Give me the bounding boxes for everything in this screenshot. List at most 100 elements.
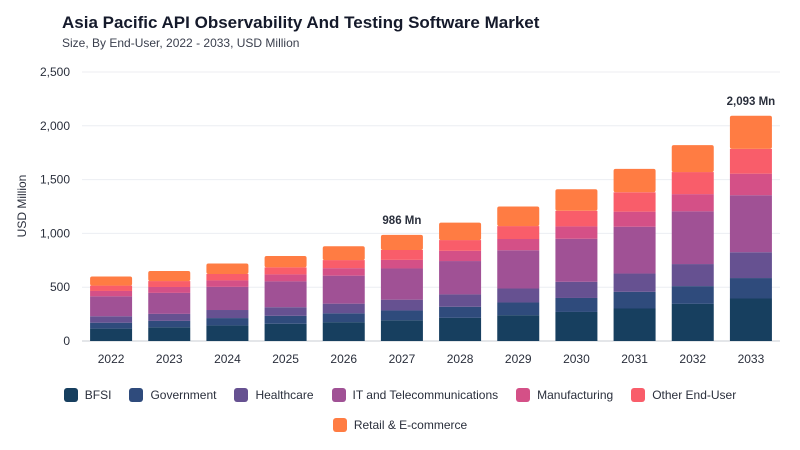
bar-segment-bfsi — [264, 323, 307, 341]
bar-segment-healthcare — [613, 273, 656, 292]
bar-segment-healthcare — [264, 307, 307, 316]
chart-legend: BFSI Government Healthcare IT and Telecommu… — [0, 380, 800, 440]
bar-segment-manufacturing — [148, 286, 191, 293]
bar-segment-bfsi — [497, 315, 540, 341]
y-tick-label: 0 — [63, 334, 70, 348]
bar-segment-manufacturing — [264, 274, 307, 282]
bar-segment-retail-e-commerce — [264, 255, 307, 268]
legend-label: Manufacturing — [537, 388, 614, 402]
bar-segment-government — [148, 320, 191, 328]
bar-segment-other-end-user — [90, 285, 133, 291]
bar-segment-retail-e-commerce — [439, 222, 482, 241]
bar-segment-retail-e-commerce — [555, 189, 598, 211]
x-tick-label: 2028 — [447, 352, 474, 366]
legend-item: Healthcare — [234, 388, 314, 402]
bar-segment-other-end-user — [671, 172, 714, 195]
bar-segment-manufacturing — [90, 290, 133, 297]
bar-segment-retail-e-commerce — [148, 271, 191, 282]
y-tick-label: 500 — [50, 280, 70, 294]
legend-label: IT and Telecommunications — [352, 388, 499, 402]
bar-segment-healthcare — [497, 288, 540, 303]
label-layer: 0 500 1,000 1,500 2,000 2,500 2022 2023 2024 2025… — [40, 65, 775, 366]
bar-segment-manufacturing — [380, 259, 423, 269]
bar-segment-retail-e-commerce — [380, 234, 423, 250]
bar-segment-other-end-user — [555, 210, 598, 227]
bar-segment-government — [613, 291, 656, 309]
bar-segment-healthcare — [206, 310, 249, 319]
bar-segment-retail-e-commerce — [497, 206, 540, 227]
bar-segment-government — [497, 302, 540, 316]
x-tick-label: 2023 — [156, 352, 183, 366]
x-tick-label: 2030 — [563, 352, 590, 366]
x-tick-label: 2024 — [214, 352, 241, 366]
bar-segment-bfsi — [729, 298, 772, 341]
y-tick-label: 2,000 — [40, 119, 70, 133]
bar-segment-other-end-user — [148, 281, 191, 287]
legend-swatch — [331, 388, 346, 402]
legend-item: BFSI — [63, 388, 112, 402]
bar-segment-manufacturing — [322, 268, 365, 276]
bar-segment-retail-e-commerce — [613, 168, 656, 193]
bar-segment-it-and-telecommunications — [729, 195, 772, 253]
bar-segment-manufacturing — [613, 211, 656, 227]
bar-segment-bfsi — [148, 327, 191, 341]
bar-segment-manufacturing — [729, 173, 772, 196]
legend-item: Manufacturing — [516, 388, 613, 402]
legend-row: Retail & E-commerce — [0, 410, 800, 440]
x-tick-label: 2022 — [98, 352, 125, 366]
legend-label: Healthcare — [255, 388, 314, 402]
legend-item: Government — [129, 388, 216, 402]
y-tick-label: 1,000 — [40, 226, 70, 240]
bar-segment-manufacturing — [671, 194, 714, 212]
legend-item: Retail & E-commerce — [332, 418, 467, 432]
bar-segment-healthcare — [322, 303, 365, 314]
bar-segment-healthcare — [729, 252, 772, 279]
bar-segment-retail-e-commerce — [729, 115, 772, 149]
bar-segment-healthcare — [555, 281, 598, 298]
legend-label: Other End-User — [652, 388, 737, 402]
bar-segment-it-and-telecommunications — [380, 268, 423, 300]
bar-segment-healthcare — [439, 294, 482, 307]
bar-segment-government — [671, 286, 714, 304]
bar-segment-government — [90, 322, 133, 329]
bar-segment-it-and-telecommunications — [613, 226, 656, 274]
bar-segment-other-end-user — [264, 267, 307, 275]
bar-segment-government — [555, 297, 598, 312]
bar-segment-it-and-telecommunications — [671, 211, 714, 265]
legend-label: BFSI — [84, 388, 112, 402]
y-tick-label: 2,500 — [40, 65, 70, 79]
bar-segment-other-end-user — [439, 240, 482, 251]
bar-segment-government — [439, 306, 482, 318]
bar-segment-manufacturing — [497, 238, 540, 251]
y-axis-label: USD Million — [15, 175, 29, 238]
bar-segment-other-end-user — [613, 192, 656, 212]
legend-label: Government — [150, 388, 217, 402]
bar-segment-bfsi — [613, 308, 656, 341]
bar-segment-it-and-telecommunications — [497, 250, 540, 289]
bar-segment-other-end-user — [380, 249, 423, 260]
stacked-bar-chart: 0 500 1,000 1,500 2,000 2,500 2022 2023 2024 2025… — [15, 65, 780, 366]
bar-segment-bfsi — [380, 320, 423, 341]
legend-swatch — [129, 388, 144, 402]
bar-segment-retail-e-commerce — [90, 276, 133, 286]
bar-segment-it-and-telecommunications — [322, 275, 365, 304]
total-annotation: 2,093 Mn — [727, 96, 776, 108]
bar-segment-government — [729, 278, 772, 299]
bar-segment-bfsi — [90, 328, 133, 341]
bar-segment-government — [380, 310, 423, 321]
bar-segment-retail-e-commerce — [322, 246, 365, 261]
bar-segment-healthcare — [90, 316, 133, 323]
legend-item: IT and Telecommunications — [331, 388, 499, 402]
bar-segment-bfsi — [206, 325, 249, 341]
bar-segment-manufacturing — [555, 226, 598, 239]
x-tick-label: 2026 — [330, 352, 357, 366]
bar-segment-healthcare — [380, 299, 423, 311]
bar-segment-other-end-user — [322, 260, 365, 269]
legend-swatch — [631, 388, 646, 402]
bar-segment-bfsi — [322, 322, 365, 341]
bar-segment-retail-e-commerce — [671, 145, 714, 173]
bar-segment-bfsi — [555, 311, 598, 341]
bar-segment-it-and-telecommunications — [439, 261, 482, 295]
bar-layer — [90, 115, 772, 341]
bar-segment-it-and-telecommunications — [264, 281, 307, 308]
